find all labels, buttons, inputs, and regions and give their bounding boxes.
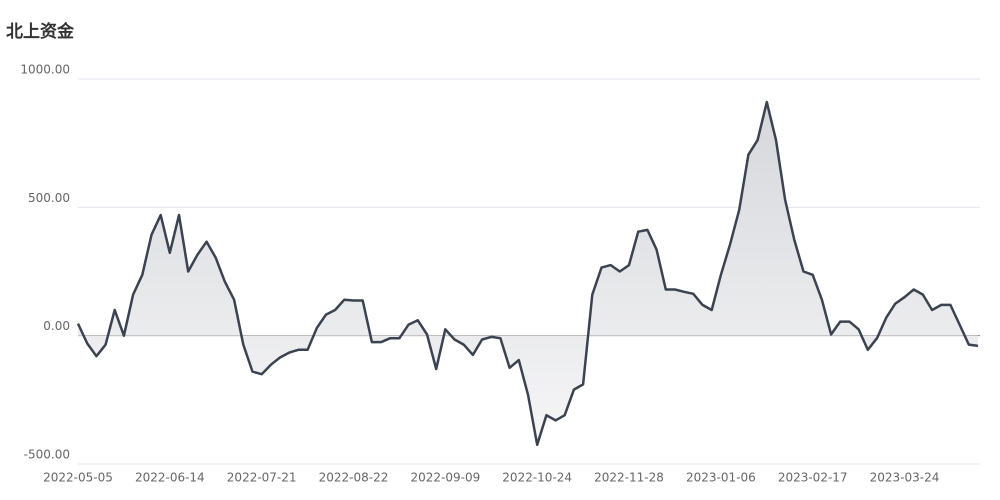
- y-tick-label: -500.00: [24, 448, 70, 462]
- y-tick-label: 500.00: [28, 191, 70, 205]
- area: [78, 102, 978, 445]
- x-tick-label: 2022-06-14: [135, 471, 205, 485]
- x-tick-label: 2022-07-21: [227, 471, 297, 485]
- x-tick-label: 2023-02-17: [778, 471, 848, 485]
- x-tick-label: 2022-09-09: [410, 471, 480, 485]
- x-tick-label: 2022-10-24: [502, 471, 572, 485]
- x-tick-label: 2022-08-22: [319, 471, 389, 485]
- line: [76, 100, 979, 447]
- x-tick-label: 2022-11-28: [594, 471, 664, 485]
- x-tick-label: 2023-01-06: [686, 471, 756, 485]
- y-tick-label: 1000.00: [20, 63, 70, 77]
- x-tick-label: 2022-05-05: [43, 471, 113, 485]
- chart-title: 北上资金: [6, 21, 75, 42]
- y-tick-label: 0.00: [43, 319, 70, 333]
- x-tick-label: 2023-03-24: [870, 471, 940, 485]
